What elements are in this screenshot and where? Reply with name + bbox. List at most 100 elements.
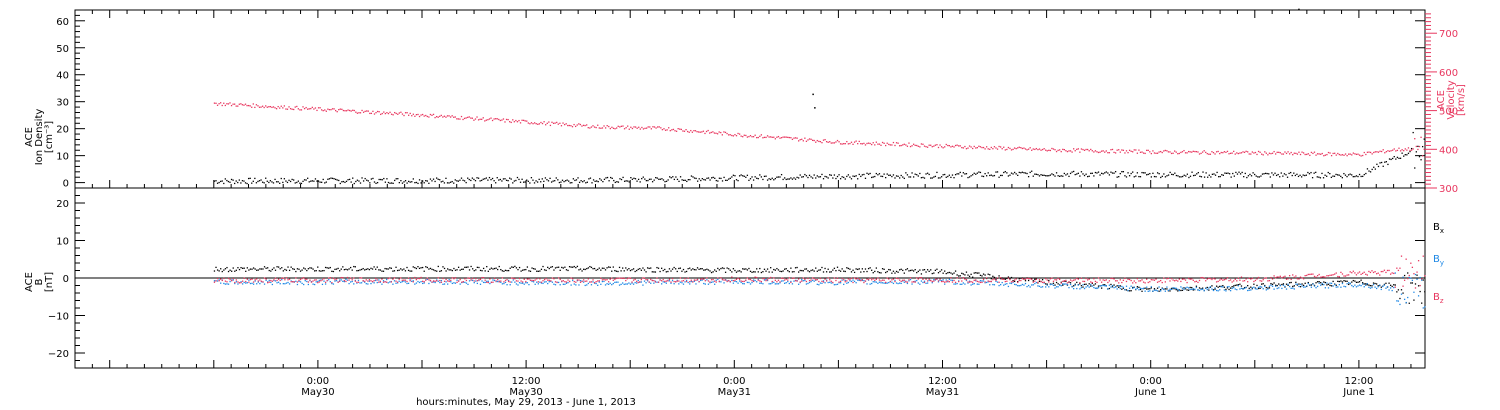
- bx-series-point: [1256, 284, 1258, 287]
- bz-series-point: [1009, 279, 1011, 281]
- bz-series-point: [774, 279, 776, 281]
- velocity-series-point: [507, 118, 509, 121]
- bz-series-point: [382, 281, 385, 283]
- velocity-series-point: [679, 128, 681, 130]
- bx-series-point: [556, 266, 558, 269]
- bz-series-point: [1055, 279, 1058, 281]
- density-series-point: [1366, 168, 1369, 170]
- bz-series-point: [267, 282, 269, 284]
- by-series-point: [532, 281, 535, 283]
- density-series-point: [1214, 174, 1217, 176]
- density-series-point: [799, 174, 801, 176]
- by-series-point: [843, 283, 845, 286]
- by-series-point: [798, 283, 800, 285]
- density-series-point: [839, 178, 842, 180]
- velocity-series-point: [897, 142, 899, 144]
- velocity-series-point: [923, 145, 926, 147]
- bz-series-point: [724, 279, 727, 281]
- by-series-point: [699, 279, 702, 282]
- bz-series-point: [1186, 281, 1188, 284]
- velocity-series-point: [1167, 151, 1170, 153]
- bottom-left-tick-label: 10: [56, 237, 69, 248]
- by-series-point: [254, 280, 256, 282]
- bz-series-point: [905, 281, 907, 283]
- density-series-point: [630, 176, 632, 179]
- by-series-point: [919, 283, 921, 285]
- bx-series-point: [332, 270, 335, 273]
- bz-series-point: [1315, 276, 1317, 278]
- velocity-series-point: [454, 116, 456, 118]
- bx-series-point: [1074, 283, 1076, 285]
- bz-series-point: [696, 278, 699, 281]
- by-series-point: [1270, 284, 1272, 286]
- velocity-series-point: [1234, 153, 1236, 155]
- bx-series-point: [456, 269, 458, 271]
- bottom-left-tick-label: 20: [56, 199, 69, 210]
- velocity-series-point: [490, 117, 492, 119]
- velocity-series-point: [835, 141, 837, 143]
- bx-series-point: [634, 270, 636, 273]
- density-series-point: [1060, 175, 1062, 177]
- bx-series-point: [462, 268, 464, 270]
- velocity-series-point: [683, 130, 686, 132]
- bx-series-point: [965, 271, 968, 273]
- bx-series-point: [628, 268, 630, 270]
- velocity-series-point: [1076, 148, 1078, 151]
- velocity-series-point: [1318, 153, 1320, 155]
- density-series-point: [272, 182, 275, 184]
- bz-series-point: [326, 279, 328, 282]
- by-series-point: [972, 283, 974, 285]
- bz-series-point: [1104, 279, 1106, 282]
- bz-series-point: [584, 280, 586, 282]
- density-series-point: [398, 181, 400, 184]
- top-panel-frame: [74, 9, 1426, 189]
- by-series-point: [965, 279, 968, 282]
- bx-series-point: [237, 267, 239, 269]
- by-series-point: [232, 279, 234, 281]
- density-series-point: [784, 177, 786, 179]
- velocity-series-point: [1316, 153, 1319, 155]
- bx-series-point: [1073, 285, 1075, 287]
- bx-series-point: [620, 270, 622, 272]
- density-series-point: [954, 173, 957, 176]
- bx-series-point: [531, 267, 533, 269]
- by-series-point: [1093, 286, 1095, 289]
- velocity-series-point: [1048, 149, 1050, 152]
- velocity-series-point: [1309, 154, 1311, 157]
- by-series-point: [671, 279, 674, 282]
- velocity-series-point: [1237, 152, 1240, 155]
- velocity-series-point: [664, 129, 667, 131]
- bx-series-point: [978, 272, 980, 274]
- bx-series-point: [784, 268, 786, 270]
- bx-series-point: [933, 272, 935, 274]
- by-series-point: [395, 282, 397, 284]
- density-series-point: [1076, 173, 1078, 175]
- by-series-point: [818, 284, 820, 286]
- bz-series-point: [737, 277, 739, 279]
- bx-series-point: [830, 271, 832, 273]
- density-series-point: [948, 174, 951, 176]
- bx-series-point: [1419, 290, 1421, 293]
- by-series-point: [448, 279, 450, 281]
- bx-series-point: [306, 269, 308, 272]
- bz-series-point: [1153, 279, 1156, 281]
- bz-series-point: [687, 277, 689, 279]
- bz-series-point: [1215, 281, 1218, 283]
- velocity-series-point: [1299, 153, 1302, 156]
- velocity-series-point: [770, 136, 772, 138]
- density-series-point: [642, 176, 644, 178]
- bx-series-point: [486, 265, 488, 268]
- velocity-series-point: [724, 131, 727, 134]
- bz-series-point: [248, 281, 250, 283]
- by-series-point: [1079, 288, 1081, 290]
- velocity-series-point: [1296, 153, 1299, 155]
- bx-series-point: [484, 270, 486, 272]
- density-series-point: [798, 177, 800, 179]
- bx-series-point: [1257, 287, 1260, 290]
- density-series-point: [1266, 172, 1268, 175]
- velocity-series-point: [999, 146, 1002, 148]
- velocity-series-point: [233, 103, 236, 105]
- top-left-tick-label: 10: [56, 152, 69, 163]
- by-series-point: [514, 281, 516, 283]
- velocity-series-point: [796, 137, 798, 139]
